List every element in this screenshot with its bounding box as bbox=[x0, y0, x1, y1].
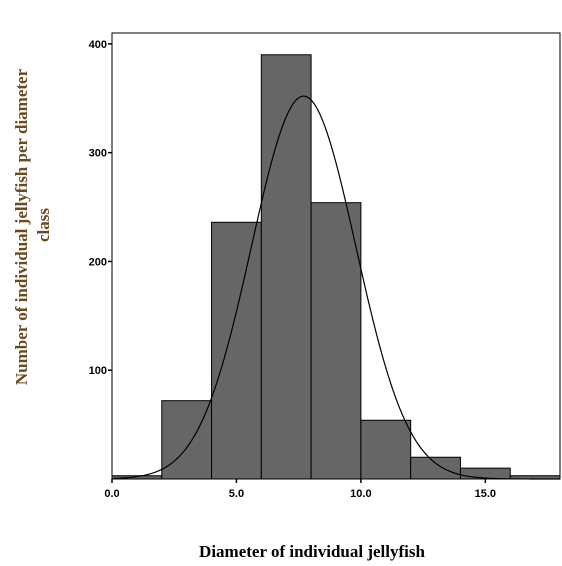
histogram-bar-2 bbox=[211, 221, 262, 480]
histogram-bar-3 bbox=[260, 54, 312, 480]
y-tick-label-2: 300 bbox=[89, 148, 107, 160]
x-axis-ticks: 0.0 5.0 10.0 15.0 bbox=[104, 479, 496, 500]
plot-frame bbox=[111, 32, 561, 480]
histogram-bars bbox=[111, 54, 561, 480]
y-axis-title-line-1: Number of individual jellyfish per diame… bbox=[12, 68, 31, 385]
y-tick-label-1: 200 bbox=[89, 256, 107, 268]
x-tick-label-1: 5.0 bbox=[229, 488, 244, 500]
y-axis-title: Number of individual jellyfish per diame… bbox=[12, 65, 53, 385]
x-tick-label-2: 10.0 bbox=[350, 488, 371, 500]
x-tick-label-0: 0.0 bbox=[104, 488, 119, 500]
y-tick-label-0: 100 bbox=[89, 365, 107, 377]
histogram-bar-5 bbox=[360, 419, 412, 480]
histogram-bar-1 bbox=[161, 400, 213, 480]
histogram-bar-4 bbox=[310, 202, 362, 480]
y-axis-ticks: 100 200 300 400 bbox=[89, 39, 112, 377]
y-tick-label-3: 400 bbox=[89, 39, 107, 51]
histogram-bar-7 bbox=[459, 467, 511, 480]
x-tick-label-3: 15.0 bbox=[475, 488, 496, 500]
histogram-bar-6 bbox=[410, 456, 461, 480]
normal-curve bbox=[111, 95, 560, 480]
x-axis-title: Diameter of individual jellyfish bbox=[199, 542, 425, 561]
y-axis-title-line-2: class bbox=[34, 208, 53, 242]
